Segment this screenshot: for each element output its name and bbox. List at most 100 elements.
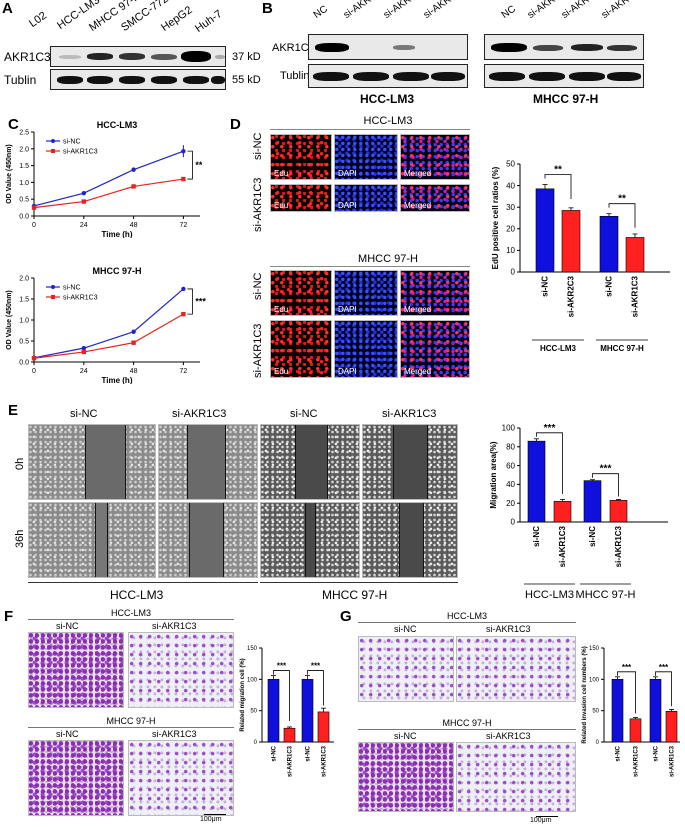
data-point bbox=[81, 199, 86, 204]
x-axis-label: Time (h) bbox=[102, 376, 133, 384]
dapi-image: DAPI bbox=[334, 320, 398, 378]
y-tick-label: 100 bbox=[502, 424, 516, 433]
y-tick-label: 30 bbox=[506, 203, 515, 212]
lane-label: si-AKRC3#3 bbox=[599, 0, 652, 22]
wound-image bbox=[28, 424, 156, 500]
category-label: si-AKR1C3 bbox=[558, 525, 567, 567]
category-label: si-NC bbox=[306, 745, 312, 761]
y-tick-label: 1.0 bbox=[19, 318, 29, 325]
category-label: si-AKR1C3 bbox=[670, 745, 676, 777]
y-tick-label: 0 bbox=[511, 268, 516, 277]
y-tick-label: 0 bbox=[511, 518, 516, 527]
significance-bracket bbox=[544, 174, 572, 200]
transwell-image bbox=[128, 632, 234, 708]
y-tick-label: 0.0 bbox=[19, 360, 29, 367]
significance-bracket bbox=[273, 670, 290, 722]
blot-row-label: Tublin bbox=[4, 73, 37, 87]
lane-label: NC bbox=[311, 3, 330, 21]
chart-title: HCC-LM3 bbox=[97, 120, 138, 130]
condition-label: si-AKR1C3 bbox=[152, 729, 197, 739]
dapi-image: DAPI bbox=[334, 270, 398, 316]
significance-bracket bbox=[307, 670, 324, 706]
data-point bbox=[131, 184, 136, 189]
significance-bracket bbox=[617, 671, 636, 714]
series-line bbox=[33, 288, 184, 359]
x-tick-label: 0 bbox=[32, 222, 36, 229]
significance-label: *** bbox=[277, 662, 287, 671]
y-tick-label: 2.5 bbox=[19, 130, 29, 137]
edu-bar-chart: 0 10 20 30 40 50 EdU positive cell ratios (%) s… bbox=[491, 160, 670, 353]
y-tick-label: 80 bbox=[506, 442, 515, 451]
significance-label: ** bbox=[618, 194, 626, 205]
series-line bbox=[33, 313, 184, 359]
y-axis-label: Migration area(%) bbox=[489, 441, 498, 508]
migration-area-bar-chart: 0 20 40 60 80 100 Migration area(%) si-NC si-AKR… bbox=[489, 423, 668, 601]
category-label: si-NC bbox=[272, 745, 278, 761]
western-blot-hcclm3-tublin bbox=[308, 64, 468, 88]
bar bbox=[583, 480, 602, 523]
legend-marker bbox=[51, 295, 55, 299]
western-blot-hcclm3-akr1c3 bbox=[308, 34, 468, 60]
proliferation-chart-mhcc97h: MHCC 97-H 0.0 0.5 1.0 1.5 2.0 0 24 48 72 Time (h) O… bbox=[6, 266, 206, 384]
western-blot-tublin bbox=[50, 69, 226, 90]
y-axis-label: Related migration cell (%) bbox=[240, 658, 246, 731]
edu-image: Edu bbox=[270, 270, 332, 316]
y-tick-label: 0.5 bbox=[19, 197, 29, 204]
condition-label: si-NC bbox=[394, 624, 417, 634]
cell-line-label: HCC-LM3 bbox=[110, 588, 164, 602]
cell-line-title: HCC-LM3 bbox=[363, 115, 413, 127]
group-label: HCC-LM3 bbox=[525, 589, 574, 601]
cell-line-label: MHCC 97-H bbox=[533, 92, 599, 106]
data-point bbox=[181, 176, 186, 182]
transwell-image bbox=[456, 636, 576, 702]
group-label: MHCC 97-H bbox=[576, 589, 636, 601]
row-label: si-NC bbox=[252, 272, 264, 301]
significance-label: *** bbox=[195, 297, 206, 307]
condition-label: si-AKR1C3 bbox=[172, 408, 227, 420]
scale-bar-label: 100μm bbox=[200, 816, 222, 823]
merged-image: Merged bbox=[400, 270, 470, 316]
panel-label-c: C bbox=[8, 116, 19, 133]
x-tick-label: 0 bbox=[32, 368, 36, 375]
bar bbox=[625, 237, 645, 273]
x-tick-label: 24 bbox=[80, 222, 88, 229]
x-tick-label: 72 bbox=[180, 222, 188, 229]
transwell-image bbox=[28, 740, 124, 816]
merged-image: Merged bbox=[400, 320, 470, 378]
series-line bbox=[33, 178, 184, 209]
y-tick-label: 0.5 bbox=[19, 339, 29, 346]
y-tick-label: 2.0 bbox=[19, 146, 29, 153]
bar bbox=[649, 679, 662, 743]
x-tick-label: 72 bbox=[180, 368, 188, 375]
significance-label: *** bbox=[311, 662, 321, 671]
blot-row-label: AKR1C3 bbox=[4, 50, 51, 64]
transwell-image bbox=[28, 632, 124, 708]
data-point bbox=[81, 349, 86, 355]
x-axis-label: Time (h) bbox=[102, 230, 133, 238]
wound-image bbox=[260, 502, 360, 578]
row-label: si-AKR1C3 bbox=[252, 323, 264, 378]
category-label: si-AKR1C3 bbox=[288, 745, 294, 777]
significance-bracket bbox=[608, 203, 636, 228]
edu-image: Edu bbox=[270, 320, 332, 378]
merged-image: Merged bbox=[400, 184, 470, 212]
group-label: MHCC 97-H bbox=[600, 344, 644, 353]
proliferation-chart-hcclm3: HCC-LM3 0.0 0.5 1.0 1.5 2.0 2.5 0 24 48 72 Time (h)… bbox=[6, 120, 203, 238]
edu-image: Edu bbox=[270, 134, 332, 180]
data-point bbox=[181, 148, 186, 154]
category-label: si-NC bbox=[605, 276, 614, 297]
legend-label: si-NC bbox=[63, 285, 81, 292]
category-label: si-NC bbox=[541, 276, 550, 297]
y-tick-label: 50 bbox=[592, 709, 599, 715]
data-point bbox=[31, 205, 37, 210]
panel-label-a: A bbox=[2, 0, 13, 17]
transwell-image bbox=[358, 636, 454, 702]
transwell-image bbox=[456, 742, 576, 812]
bar bbox=[629, 718, 642, 743]
legend-marker bbox=[51, 285, 55, 289]
panel-label-d: D bbox=[230, 116, 241, 133]
wound-image bbox=[28, 502, 156, 578]
significance-bracket bbox=[187, 150, 193, 180]
significance-label: *** bbox=[622, 663, 632, 672]
bar bbox=[535, 188, 555, 273]
